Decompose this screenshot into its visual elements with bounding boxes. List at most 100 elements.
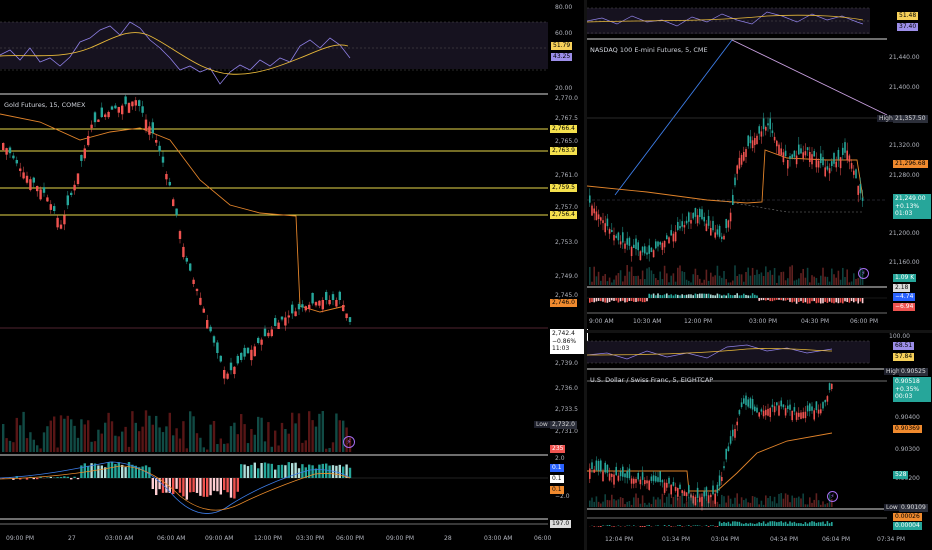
candle <box>681 221 683 227</box>
volume-bar <box>705 495 708 507</box>
macd-bar <box>723 294 725 298</box>
candle <box>633 478 635 484</box>
volume-bar <box>328 447 331 452</box>
candle <box>202 308 205 313</box>
volume-bar <box>681 271 683 285</box>
candle <box>29 179 32 191</box>
volume-bar <box>661 493 664 507</box>
candle <box>732 429 734 437</box>
symbol-title[interactable]: Gold Futures, 15, COMEX <box>4 101 86 109</box>
candle <box>216 342 219 353</box>
volume-bar <box>736 275 738 285</box>
macd-bar <box>661 295 664 298</box>
candle <box>630 246 633 257</box>
macd-bar <box>304 467 307 478</box>
macd-bar <box>833 298 835 304</box>
volume-bar <box>124 426 127 452</box>
macd-bar <box>707 526 710 527</box>
gold-chart-panel[interactable]: 80.00 60.00 20.00 51.79 43.25 Gold Futur… <box>0 0 588 550</box>
candle <box>762 410 765 417</box>
candle <box>789 404 791 410</box>
volume-bar <box>608 500 611 507</box>
nasdaq-chart-panel[interactable]: 51.48 37.40 NASDAQ 100 E-mini Futures, 5… <box>587 0 932 330</box>
volume-bar <box>158 427 161 452</box>
volume-bar <box>633 276 635 285</box>
volume-bar <box>725 502 727 507</box>
volume-bar <box>710 495 712 507</box>
gold-chart-canvas[interactable] <box>0 0 584 550</box>
panel-divider[interactable] <box>584 0 587 550</box>
panel-divider-h[interactable] <box>587 330 932 333</box>
candle <box>318 300 321 306</box>
macd-bar <box>161 478 165 493</box>
volume-bar <box>822 501 824 507</box>
volume-bar <box>751 267 754 285</box>
macd-bar <box>342 466 345 478</box>
macd-bar <box>175 478 178 489</box>
volume-bar <box>144 410 148 452</box>
candle <box>175 208 178 216</box>
candle <box>747 399 749 407</box>
candle <box>754 406 756 411</box>
volume-bar <box>685 279 688 285</box>
candle <box>721 477 723 482</box>
volume-bar <box>100 433 103 452</box>
volume-bar <box>342 420 345 452</box>
volume-bar <box>811 502 813 507</box>
volume-bar <box>615 275 617 285</box>
macd-bar <box>705 525 708 526</box>
trendline-up <box>614 39 733 196</box>
volume-bar <box>600 503 602 507</box>
candle <box>815 158 818 168</box>
macd-bar <box>740 295 743 298</box>
lightning-icon[interactable]: ⚡ <box>858 268 869 279</box>
volume-bar <box>795 497 798 507</box>
macd-hist-tag: 0.1 <box>550 475 564 483</box>
nasdaq-chart-canvas[interactable] <box>587 0 932 330</box>
lightning-icon[interactable]: ⚡ <box>343 436 355 448</box>
macd-bar <box>597 526 600 527</box>
lightning-icon[interactable]: ⚡ <box>827 491 838 502</box>
symbol-title[interactable]: U.S. Dollar / Swiss Franc, 5, EIGHTCAP <box>590 376 714 384</box>
volume-bar <box>628 501 631 507</box>
gold-candles <box>2 94 352 385</box>
candle <box>655 476 657 482</box>
countdown: 01:03 <box>895 210 913 217</box>
last-change: +0.13% <box>895 202 920 210</box>
candle <box>246 347 250 354</box>
candle <box>778 144 780 155</box>
macd-bar <box>760 522 763 526</box>
macd-bar <box>839 298 842 303</box>
macd-bar <box>734 294 736 298</box>
time-tick: 27 <box>68 535 76 542</box>
macd-bar <box>602 298 604 302</box>
candle <box>773 406 776 413</box>
macd-bar <box>751 293 754 298</box>
volume-bar <box>277 445 280 452</box>
macd-bar <box>696 294 699 298</box>
candle <box>663 241 666 248</box>
macd-bar <box>648 525 650 526</box>
candle <box>751 140 754 149</box>
candle <box>639 479 642 485</box>
volume-bar <box>769 270 771 285</box>
candle <box>745 149 747 157</box>
usdchf-chart-canvas[interactable] <box>587 333 932 550</box>
candle <box>611 229 613 232</box>
volume-bar <box>760 272 763 285</box>
time-tick: 12:04 PM <box>605 536 633 543</box>
volume-bar <box>701 282 703 285</box>
volume-bar <box>732 503 734 507</box>
candle <box>710 494 712 497</box>
volume-bar <box>663 502 666 507</box>
candle <box>342 305 345 312</box>
volume-bar <box>780 493 782 507</box>
volume-bar <box>637 497 639 507</box>
candle <box>688 212 690 222</box>
volume-bar <box>740 497 743 507</box>
usdchf-chart-panel[interactable]: 100.00 68.51 57.84 U.S. Dollar / Swiss F… <box>587 333 932 550</box>
symbol-title[interactable]: NASDAQ 100 E-mini Futures, 5, CME <box>590 46 708 54</box>
candle <box>107 111 110 118</box>
macd-bar <box>287 462 290 478</box>
volume-bar <box>70 419 73 452</box>
